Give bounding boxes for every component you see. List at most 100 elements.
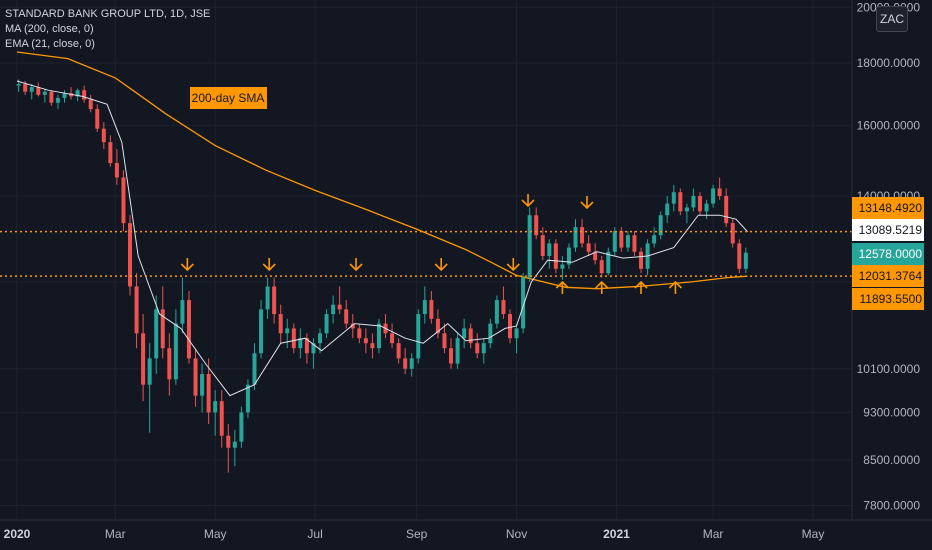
candle-body (665, 203, 670, 216)
candle-body (200, 374, 205, 396)
symbol-title[interactable]: STANDARD BANK GROUP LTD, 1D, JSE (5, 8, 211, 20)
candle-body (114, 163, 119, 178)
time-tick-label: Jul (307, 527, 322, 541)
arrow-down-icon (180, 258, 194, 272)
ema-legend[interactable]: EMA (21, close, 0) (5, 38, 95, 50)
candle (573, 219, 578, 252)
candle-body (167, 348, 172, 380)
candle (534, 207, 539, 240)
candle (481, 338, 486, 364)
candle (691, 188, 696, 212)
price-label-text: 13089.5219 (859, 223, 923, 237)
arrow-down-icon (506, 258, 520, 272)
candle-body (697, 196, 702, 212)
sma-annotation-box (190, 87, 267, 109)
price-label-text: 13148.4920 (859, 201, 923, 215)
candle (612, 227, 617, 256)
candle (82, 85, 87, 103)
candle-body (422, 300, 427, 315)
candle-body (173, 323, 178, 380)
time-axis[interactable]: 2020 Mar May Jul Sep Nov 2021 Mar May (0, 519, 932, 550)
candle (619, 227, 624, 252)
candle (442, 323, 447, 354)
candle-body (704, 203, 709, 212)
candle (350, 314, 355, 339)
currency-button[interactable]: ZAC (876, 6, 908, 32)
candle-body (154, 309, 159, 359)
candle (62, 90, 67, 103)
candle (462, 318, 467, 349)
candle (272, 277, 277, 324)
candlestick-series (16, 79, 748, 473)
candle-body (363, 338, 368, 344)
candle (403, 348, 408, 375)
price-label-badge: 11893.5500 (852, 288, 924, 310)
candle-body (226, 435, 231, 448)
candle (435, 309, 440, 339)
candle-body (337, 304, 342, 310)
candle (259, 300, 264, 359)
candle-body (580, 227, 585, 244)
candle-body (612, 231, 617, 252)
candle (376, 318, 381, 354)
candle-body (481, 343, 486, 354)
candle-body (730, 223, 735, 244)
candle-body (396, 343, 401, 359)
ema-21-path (16, 80, 748, 397)
time-tick-label: Sep (406, 527, 428, 541)
candle (291, 323, 296, 354)
time-tick-label: May (204, 527, 227, 541)
time-tick-label: Mar (105, 527, 126, 541)
candle (285, 318, 290, 349)
candle (455, 333, 460, 369)
candle-body (206, 374, 211, 413)
candle (645, 239, 650, 276)
price-axis[interactable]: 20000.000018000.000016000.000014000.0000… (851, 0, 932, 550)
price-tick-label: 10100.0000 (857, 362, 921, 376)
candle-body (560, 264, 565, 269)
candle-body (468, 328, 473, 344)
candle-body (36, 87, 41, 95)
candle (730, 219, 735, 248)
candle (566, 243, 571, 269)
price-tick-label: 16000.0000 (857, 118, 921, 132)
candle (141, 314, 146, 402)
price-label-text: 12031.3764 (859, 269, 923, 283)
candle (167, 333, 172, 396)
price-tick-label: 9300.0000 (863, 405, 920, 419)
candle-body (186, 300, 191, 359)
candle-body (390, 333, 395, 344)
candle (245, 379, 250, 419)
candle (658, 211, 663, 240)
candle (75, 88, 80, 102)
candle-body (691, 196, 696, 208)
candle (186, 290, 191, 364)
candle (521, 273, 526, 334)
candle-body (606, 251, 611, 274)
candle (108, 135, 113, 167)
price-label-bg (852, 197, 924, 219)
arrow-down-icon (349, 258, 363, 272)
candle-body (239, 412, 244, 442)
candle-body (16, 84, 21, 86)
candle-body (147, 358, 152, 385)
candle-body (462, 328, 467, 339)
price-label-badge: 12031.3764 (852, 265, 924, 287)
candle (363, 328, 368, 354)
candle (625, 231, 630, 252)
candle (180, 277, 185, 334)
candle-body (23, 84, 28, 92)
candle (501, 286, 506, 319)
ma-legend[interactable]: MA (200, close, 0) (5, 23, 94, 35)
candle (586, 235, 591, 256)
price-label-badge: 12578.0000 (852, 243, 924, 265)
time-tick-label: May (802, 527, 825, 541)
candle (219, 390, 224, 448)
ma-200-path (16, 51, 748, 290)
candle-body (285, 328, 290, 334)
candle-body (160, 309, 165, 349)
candle (717, 177, 722, 200)
candle (88, 94, 93, 113)
arrow-up-icon (595, 280, 609, 294)
